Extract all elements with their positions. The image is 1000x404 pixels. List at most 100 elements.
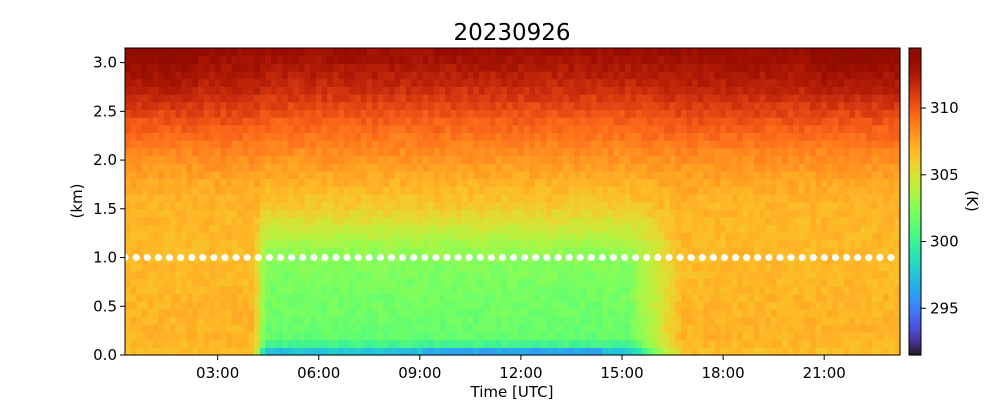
- heatmap-cell: [153, 170, 160, 180]
- heatmap-cell: [495, 232, 502, 241]
- heatmap-cell: [332, 301, 340, 310]
- heatmap-cell: [405, 347, 413, 356]
- heatmap-cell: [220, 216, 227, 226]
- heatmap-cell: [299, 331, 306, 341]
- heatmap-cell: [192, 232, 199, 241]
- heatmap-cell: [776, 55, 783, 64]
- heatmap-cell: [203, 216, 210, 226]
- heatmap-cell: [619, 101, 626, 110]
- heatmap-cell: [686, 347, 693, 356]
- heatmap-cell: [815, 209, 822, 218]
- heatmap-cell: [591, 78, 598, 87]
- heatmap-cell: [686, 78, 693, 87]
- heatmap-cell: [439, 347, 446, 356]
- heatmap-cell: [787, 71, 794, 80]
- heatmap-cell: [725, 71, 733, 80]
- heatmap-cell: [759, 278, 766, 287]
- heatmap-cell: [686, 201, 693, 210]
- heatmap-cell: [181, 201, 188, 210]
- heatmap-cell: [765, 331, 772, 341]
- heatmap-cell: [753, 209, 761, 218]
- heatmap-cell: [669, 71, 676, 80]
- heatmap-cell: [248, 124, 255, 134]
- heatmap-cell: [720, 155, 727, 164]
- heatmap-cell: [271, 255, 278, 264]
- heatmap-cell: [417, 170, 424, 180]
- heatmap-cell: [506, 140, 514, 149]
- heatmap-cell: [282, 155, 289, 164]
- heatmap-cell: [636, 293, 643, 302]
- heatmap-cell: [405, 132, 413, 141]
- heatmap-cell: [765, 140, 772, 149]
- heatmap-cell: [540, 155, 547, 164]
- heatmap-cell: [147, 347, 154, 356]
- heatmap-cell: [529, 101, 536, 110]
- heatmap-cell: [731, 101, 738, 110]
- heatmap-cell: [579, 117, 587, 126]
- heatmap-cell: [327, 178, 334, 187]
- heatmap-cell: [293, 224, 300, 233]
- heatmap-cell: [720, 178, 727, 187]
- heatmap-cell: [793, 132, 800, 141]
- heatmap-cell: [748, 347, 755, 356]
- heatmap-cell: [220, 232, 227, 241]
- heatmap-cell: [192, 301, 199, 310]
- heatmap-cell: [445, 247, 452, 256]
- heatmap-cell: [714, 270, 721, 279]
- heatmap-cell: [770, 293, 778, 302]
- heatmap-cell: [742, 147, 749, 157]
- heatmap-cell: [759, 331, 766, 341]
- heatmap-cell: [563, 109, 570, 118]
- heatmap-cell: [220, 63, 227, 72]
- heatmap-cell: [641, 339, 648, 348]
- heatmap-cell: [276, 224, 283, 233]
- heatmap-cell: [231, 339, 238, 348]
- heatmap-cell: [557, 339, 564, 348]
- heatmap-cell: [675, 117, 682, 126]
- heatmap-cell: [624, 301, 632, 310]
- heatmap-cell: [518, 324, 525, 333]
- heatmap-cell: [136, 216, 143, 226]
- heatmap-cell: [338, 232, 345, 241]
- heatmap-cell: [613, 324, 620, 333]
- heatmap-cell: [641, 86, 648, 95]
- heatmap-cell: [815, 178, 822, 187]
- heatmap-cell: [304, 224, 311, 233]
- heatmap-cell: [501, 155, 508, 164]
- heatmap-cell: [540, 339, 547, 348]
- heatmap-cell: [338, 285, 345, 295]
- heatmap-cell: [186, 109, 193, 118]
- heatmap-cell: [815, 308, 822, 318]
- heatmap-cell: [557, 293, 564, 302]
- heatmap-cell: [619, 78, 626, 87]
- heatmap-cell: [422, 78, 429, 87]
- heatmap-cell: [276, 324, 283, 333]
- heatmap-cell: [405, 247, 413, 256]
- heatmap-cell: [276, 239, 283, 249]
- heatmap-cell: [383, 347, 390, 356]
- heatmap-cell: [568, 301, 575, 310]
- heatmap-cell: [540, 140, 547, 149]
- heatmap-cell: [445, 86, 452, 95]
- heatmap-cell: [607, 178, 615, 187]
- heatmap-cell: [147, 224, 154, 233]
- heatmap-cell: [214, 109, 222, 118]
- heatmap-cell: [175, 232, 182, 241]
- heatmap-cell: [411, 293, 418, 302]
- heatmap-cell: [641, 186, 648, 195]
- heatmap-cell: [506, 293, 514, 302]
- heatmap-cell: [377, 140, 384, 149]
- heatmap-cell: [299, 339, 306, 348]
- heatmap-cell: [372, 71, 379, 80]
- heatmap-cell: [512, 186, 519, 195]
- heatmap-cell: [787, 347, 794, 356]
- heatmap-cell: [484, 63, 491, 72]
- heatmap-cell: [400, 308, 407, 318]
- heatmap-cell: [214, 224, 222, 233]
- heatmap-cell: [141, 301, 149, 310]
- heatmap-cell: [304, 124, 311, 134]
- heatmap-cell: [315, 239, 323, 249]
- heatmap-cell: [181, 132, 188, 141]
- heatmap-cell: [372, 285, 379, 295]
- heatmap-cell: [506, 48, 514, 57]
